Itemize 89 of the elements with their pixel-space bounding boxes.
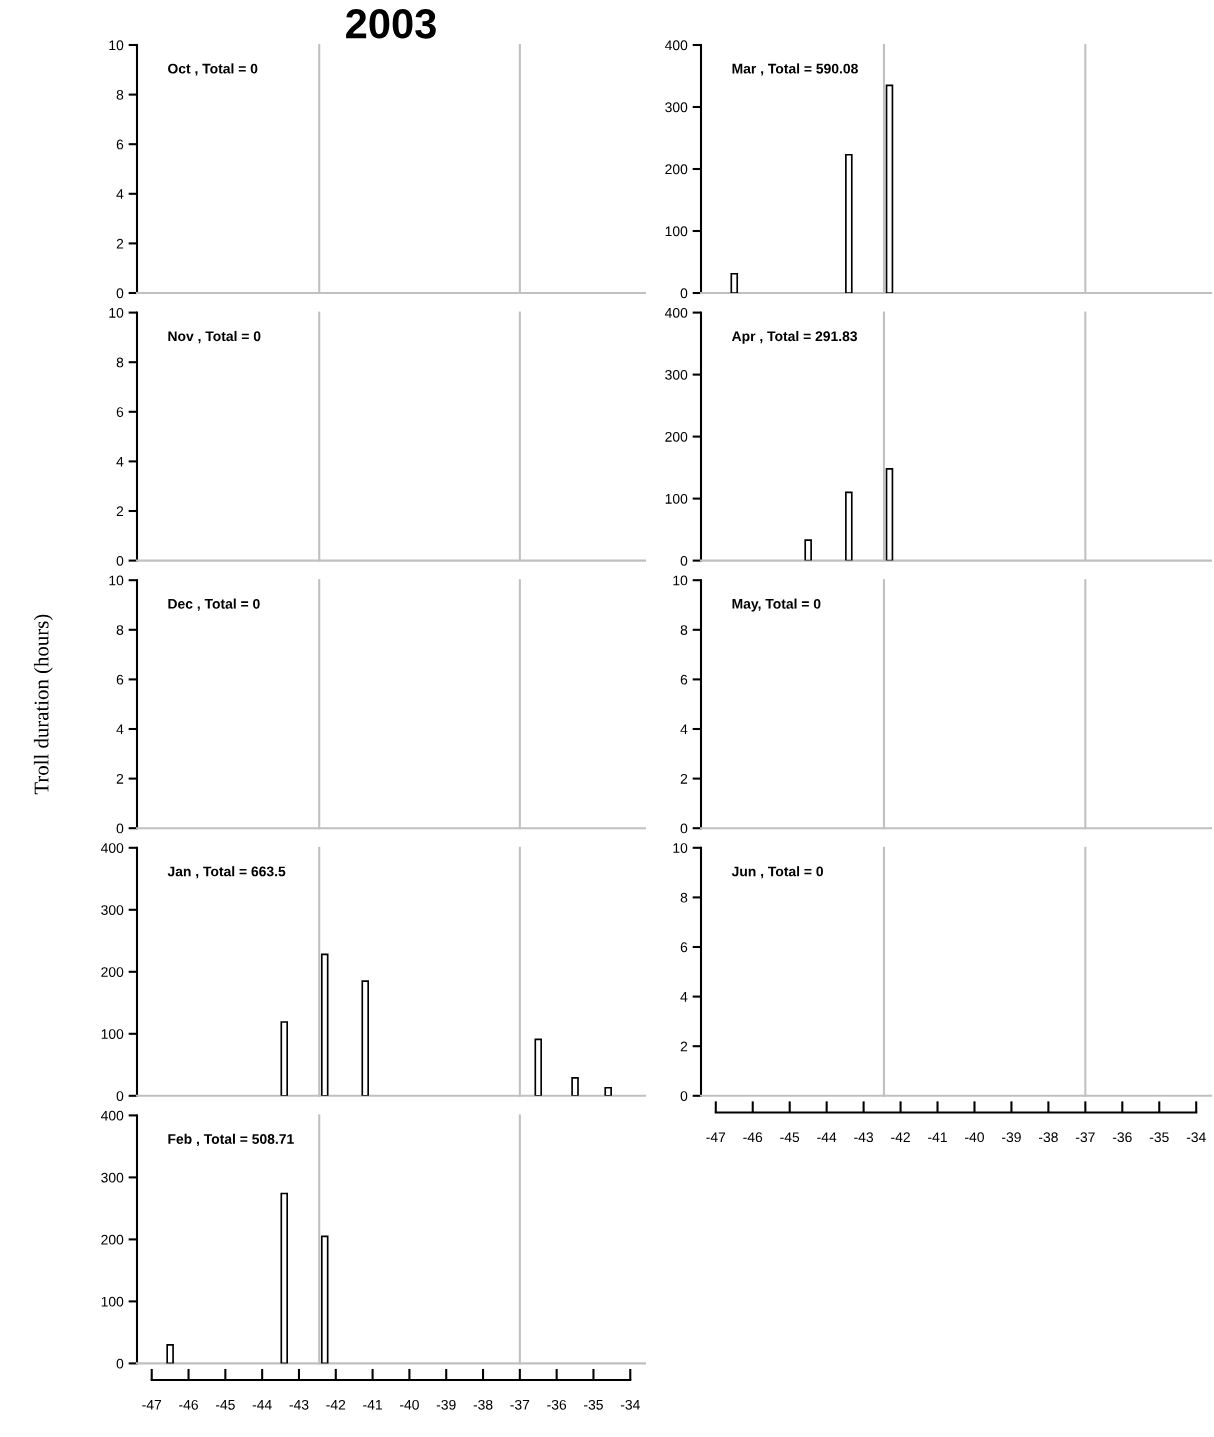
- y-tick-label: 10: [109, 575, 124, 586]
- x-tick-label: -44: [252, 1400, 272, 1410]
- y-tick-label: 6: [116, 674, 124, 685]
- y-tick-label: 8: [680, 625, 688, 635]
- x-tick-label: -36: [547, 1399, 567, 1410]
- y-tick-label: 0: [116, 1358, 124, 1369]
- x-tick-label: -42: [326, 1399, 346, 1410]
- y-tick-label: 6: [680, 942, 688, 953]
- y-tick-label: 4: [116, 456, 124, 467]
- x-tick-label: -46: [179, 1399, 198, 1410]
- y-tick-label: 400: [664, 40, 688, 51]
- y-tick-label: 0: [116, 823, 124, 834]
- x-tick-label: -45: [215, 1400, 235, 1410]
- y-tick-label: 2: [680, 773, 688, 784]
- y-tick-label: 200: [101, 1234, 124, 1245]
- x-tick-label: -34: [1186, 1132, 1206, 1143]
- y-tick-label: 300: [101, 1172, 124, 1183]
- y-axis-title: Troll duration (hours): [33, 614, 53, 795]
- y-tick-label: 300: [101, 905, 124, 915]
- y-tick-label: 2: [116, 506, 124, 517]
- x-tick-label: -38: [1038, 1132, 1058, 1143]
- y-tick-label: 100: [101, 1296, 124, 1307]
- y-tick-label: 400: [100, 1110, 124, 1121]
- annotation: May, Total = 0: [732, 598, 821, 612]
- x-tick-label: -36: [1112, 1132, 1132, 1143]
- y-tick-label: 2: [680, 1041, 688, 1052]
- x-tick-label: -38: [473, 1399, 493, 1410]
- annotation: Nov , Total = 0: [168, 330, 261, 344]
- x-tick-label: -41: [363, 1400, 382, 1410]
- y-tick-label: 4: [680, 992, 688, 1002]
- x-tick-label: -43: [289, 1399, 309, 1410]
- y-tick-label: 200: [101, 967, 124, 977]
- x-tick-label: -39: [436, 1399, 456, 1410]
- y-tick-label: 400: [100, 843, 124, 853]
- y-tick-label: 8: [116, 625, 124, 635]
- y-tick-label: 4: [116, 189, 124, 199]
- x-tick-label: -46: [743, 1132, 763, 1143]
- x-tick-label: -41: [928, 1132, 947, 1142]
- y-tick-label: 0: [116, 288, 124, 299]
- x-tick-label: -37: [510, 1399, 530, 1410]
- y-tick-label: 100: [665, 493, 688, 504]
- x-tick-label: -35: [584, 1399, 603, 1410]
- y-tick-label: 0: [680, 288, 688, 299]
- y-tick-label: 0: [680, 555, 688, 566]
- annotation: Oct , Total = 0: [168, 63, 258, 76]
- annotation: Jun , Total = 0: [731, 866, 823, 879]
- x-tick-label: -35: [1149, 1132, 1169, 1143]
- y-tick-label: 200: [665, 431, 688, 442]
- y-tick-label: 10: [109, 307, 124, 318]
- x-tick-label: -34: [620, 1399, 640, 1410]
- annotation: Jan , Total = 663.5: [167, 866, 286, 879]
- y-tick-label: 8: [116, 357, 124, 368]
- y-tick-label: 400: [664, 307, 688, 318]
- annotation: Feb , Total = 508.71: [168, 1133, 294, 1146]
- y-tick-label: 10: [673, 843, 688, 853]
- x-tick-label: -40: [399, 1399, 419, 1410]
- y-tick-label: 100: [101, 1029, 124, 1039]
- x-tick-label: -39: [1002, 1132, 1021, 1143]
- y-tick-label: 0: [680, 1091, 688, 1101]
- annotation: Apr , Total = 291.83: [731, 330, 858, 344]
- y-tick-label: 10: [673, 575, 688, 586]
- y-tick-label: 6: [116, 139, 124, 150]
- y-tick-label: 6: [680, 674, 688, 685]
- x-tick-label: -43: [854, 1132, 874, 1143]
- y-tick-label: 0: [116, 1091, 124, 1101]
- y-tick-label: 4: [116, 724, 124, 735]
- x-tick-label: -44: [817, 1132, 837, 1142]
- x-tick-label: -40: [965, 1132, 984, 1143]
- y-tick-label: 200: [665, 164, 688, 175]
- y-tick-label: 0: [680, 823, 688, 834]
- y-tick-label: 2: [116, 238, 124, 249]
- y-tick-label: 300: [665, 102, 688, 113]
- annotation: Mar , Total = 590.08: [732, 63, 858, 76]
- y-tick-label: 8: [680, 892, 688, 903]
- y-tick-label: 100: [665, 226, 688, 237]
- x-tick-label: -47: [706, 1132, 726, 1142]
- y-tick-label: 8: [116, 89, 124, 100]
- y-tick-label: 10: [109, 40, 124, 51]
- x-tick-label: -37: [1075, 1132, 1095, 1143]
- x-tick-label: -42: [891, 1132, 910, 1142]
- y-tick-label: 2: [116, 773, 124, 784]
- y-tick-label: 4: [680, 724, 688, 735]
- annotation: Dec , Total = 0: [168, 598, 260, 611]
- x-tick-label: -45: [780, 1132, 800, 1143]
- y-tick-label: 300: [665, 369, 688, 380]
- y-tick-label: 6: [116, 407, 124, 417]
- x-tick-label: -47: [142, 1400, 162, 1410]
- y-tick-label: 0: [116, 555, 124, 566]
- chart-title: 2003: [346, 9, 436, 39]
